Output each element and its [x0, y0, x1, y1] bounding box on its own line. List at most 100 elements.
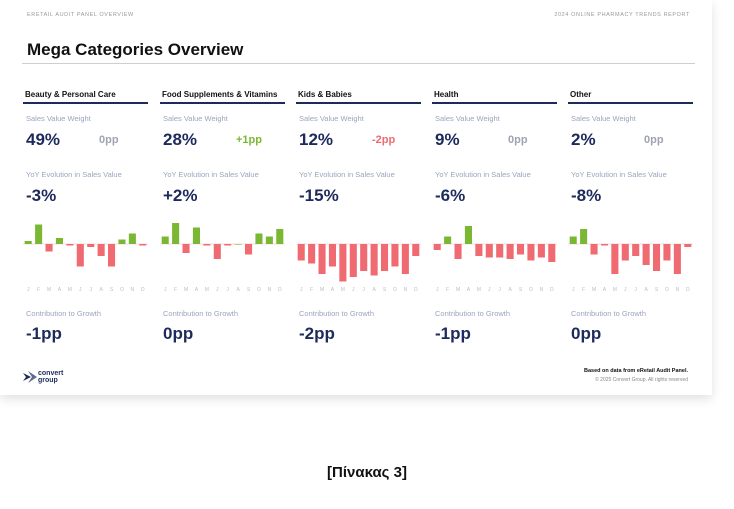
- month-tick-label: M: [477, 287, 481, 292]
- chart-bar: [76, 244, 84, 267]
- chart-bar: [673, 244, 681, 274]
- share-change: 0pp: [99, 134, 119, 146]
- chart-bar: [87, 244, 95, 247]
- month-tick-label: J: [216, 287, 219, 292]
- report-slide: ERETAIL AUDIT PANEL OVERVIEW 2024 ONLINE…: [22, 12, 695, 384]
- category-underline: [568, 102, 693, 104]
- month-tick-label: N: [268, 287, 272, 292]
- chart-bar: [454, 244, 462, 259]
- month-tick-label: A: [331, 287, 335, 292]
- month-tick-label: N: [676, 287, 680, 292]
- month-tick-label: A: [58, 287, 62, 292]
- month-tick-label: D: [278, 287, 282, 292]
- month-tick-label: M: [184, 287, 188, 292]
- month-tick-label: A: [644, 287, 648, 292]
- chart-bar: [391, 244, 399, 267]
- share-label: Sales Value Weight: [299, 114, 364, 123]
- category-underline: [23, 102, 148, 104]
- month-tick-label: A: [236, 287, 240, 292]
- yoy-value: -8%: [571, 186, 602, 205]
- chart-bar: [234, 244, 242, 245]
- chart-bar: [401, 244, 409, 274]
- chart-bar: [517, 244, 525, 255]
- chart-bar: [24, 241, 32, 244]
- share-value: 2%: [571, 130, 596, 149]
- month-tick-label: M: [592, 287, 596, 292]
- chart-bar: [349, 244, 357, 277]
- yoy-label: YoY Evolution in Sales Value: [571, 170, 667, 179]
- chart-bar: [297, 244, 305, 261]
- month-tick-label: S: [247, 287, 251, 292]
- figure-caption: [Πίνακας 3]: [327, 464, 407, 481]
- month-tick-label: M: [456, 287, 460, 292]
- share-change: 0pp: [644, 134, 664, 146]
- chart-bar: [580, 229, 588, 244]
- share-value: 28%: [163, 130, 198, 149]
- month-tick-label: J: [624, 287, 627, 292]
- category-name: Other: [570, 90, 592, 99]
- month-tick-label: S: [110, 287, 114, 292]
- share-label: Sales Value Weight: [26, 114, 91, 123]
- chart-bar: [611, 244, 619, 274]
- chart-bar: [412, 244, 420, 256]
- chart-bar: [496, 244, 504, 258]
- contribution-value: -1pp: [435, 324, 471, 343]
- chart-bar: [506, 244, 514, 259]
- logo-line-2: group: [38, 377, 58, 384]
- yoy-label: YoY Evolution in Sales Value: [299, 170, 395, 179]
- yoy-value: -3%: [26, 186, 57, 205]
- chart-bar: [139, 244, 147, 246]
- month-tick-label: J: [634, 287, 637, 292]
- month-tick-label: F: [446, 287, 449, 292]
- chart-bar: [108, 244, 116, 267]
- share-label: Sales Value Weight: [163, 114, 228, 123]
- chart-bar: [213, 244, 221, 259]
- category-underline: [160, 102, 285, 104]
- month-tick-label: D: [686, 287, 690, 292]
- month-tick-label: S: [655, 287, 659, 292]
- share-value: 49%: [26, 130, 61, 149]
- month-tick-label: J: [488, 287, 491, 292]
- source-note: Based on data from eRetail Audit Panel.: [583, 368, 688, 374]
- chart-bar: [97, 244, 105, 256]
- chart-bar: [433, 244, 441, 250]
- chart-bar: [600, 244, 608, 246]
- month-tick-label: O: [120, 287, 124, 292]
- yoy-value: +2%: [163, 186, 198, 205]
- chart-bar: [537, 244, 545, 258]
- chart-bar: [475, 244, 483, 256]
- contribution-label: Contribution to Growth: [26, 309, 102, 318]
- month-tick-label: F: [174, 287, 177, 292]
- chart-bar: [128, 233, 136, 244]
- month-tick-label: M: [320, 287, 324, 292]
- month-tick-label: O: [529, 287, 533, 292]
- month-tick-label: J: [498, 287, 501, 292]
- month-tick-label: D: [141, 287, 145, 292]
- chart-bar: [663, 244, 671, 261]
- month-tick-label: A: [99, 287, 103, 292]
- contribution-label: Contribution to Growth: [435, 309, 511, 318]
- chart-bar: [684, 244, 692, 247]
- month-tick-label: M: [613, 287, 617, 292]
- chart-bar: [444, 236, 452, 244]
- category-column: Other Sales Value Weight 2% 0pp YoY Evolutio…: [568, 84, 693, 364]
- category-name: Food Supplements & Vitamins: [162, 90, 278, 99]
- category-name: Health: [434, 90, 459, 99]
- month-tick-label: J: [226, 287, 229, 292]
- chart-bar: [370, 244, 378, 276]
- month-tick-label: M: [47, 287, 51, 292]
- chart-bar: [45, 244, 53, 252]
- chart-bar: [569, 236, 577, 244]
- month-tick-label: J: [89, 287, 92, 292]
- month-tick-label: F: [37, 287, 40, 292]
- month-tick-label: N: [540, 287, 544, 292]
- month-tick-label: S: [383, 287, 387, 292]
- chart-bar: [276, 229, 284, 244]
- share-change: +1pp: [236, 134, 262, 146]
- category-column: Kids & Babies Sales Value Weight 12% -2pp Yo…: [296, 84, 421, 364]
